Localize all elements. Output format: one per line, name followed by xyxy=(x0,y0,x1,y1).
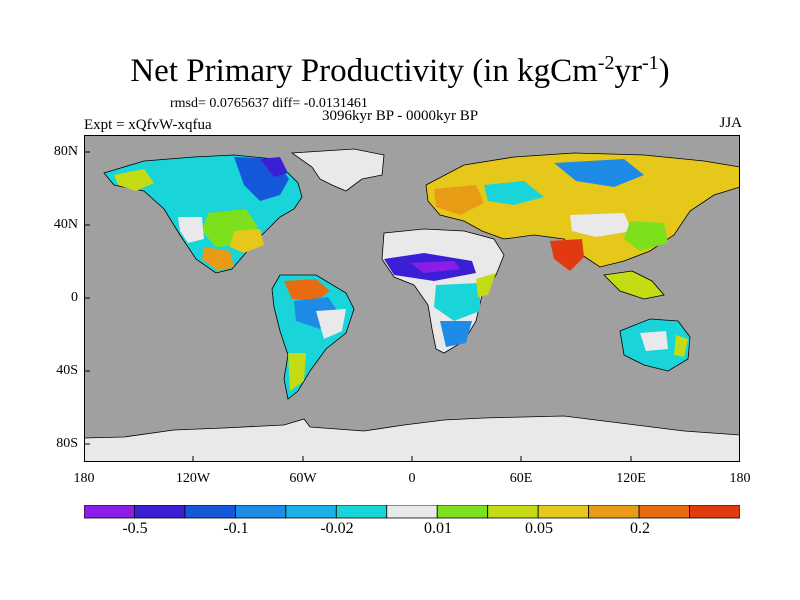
experiment-label: Expt = xQfvW-xqfua xyxy=(84,117,212,133)
lon-tick-60w: 60W xyxy=(289,471,317,486)
siberia-patch xyxy=(554,159,644,187)
central-asia-patch xyxy=(484,181,544,205)
tibet-patch xyxy=(570,213,632,237)
congo-patch xyxy=(434,283,480,321)
western-us-patch xyxy=(178,217,204,243)
colorbar-label: 0.05 xyxy=(525,520,553,537)
india-patch xyxy=(550,239,584,271)
lat-tick-40n: 40N xyxy=(53,217,78,232)
china-east-patch xyxy=(624,221,668,251)
lon-tick-120e: 120E xyxy=(616,471,646,486)
alaska-patch xyxy=(114,169,154,191)
amazon-north-patch xyxy=(284,279,330,301)
colorbar-label: -0.5 xyxy=(122,520,148,537)
europe-patch xyxy=(434,185,484,215)
colorbar-box xyxy=(487,505,539,519)
lat-tick-80n: 80N xyxy=(53,144,78,159)
colorbar-box xyxy=(436,505,489,519)
patagonia-patch xyxy=(288,353,306,391)
colorbar-box xyxy=(386,505,438,519)
colorbar-box xyxy=(234,505,287,519)
colorbar-label: 0.2 xyxy=(630,520,650,537)
colorbar-box xyxy=(134,505,186,519)
lon-tick-120w: 120W xyxy=(175,471,211,486)
colorbar-label: -0.02 xyxy=(320,520,354,537)
lat-tick-40s: 40S xyxy=(56,363,78,378)
southern-africa-patch xyxy=(440,321,472,347)
brazil-highlands-patch xyxy=(316,309,346,339)
colorbar-box xyxy=(285,505,337,519)
season-label: JJA xyxy=(719,115,742,131)
colorbar-label: 0.01 xyxy=(424,520,452,537)
lon-tick-180e: 180 xyxy=(729,471,751,486)
australia-east-patch xyxy=(674,335,688,357)
southeast-asia-islands xyxy=(603,270,665,300)
arctic-islands-patch xyxy=(260,157,288,177)
period-text: 3096kyr BP - 0000kyr BP xyxy=(322,108,479,124)
east-africa-patch xyxy=(476,273,496,297)
mexico-patch xyxy=(202,247,234,271)
sahel-core-patch xyxy=(410,261,460,273)
colorbar-box xyxy=(638,505,690,519)
colorbar-box xyxy=(588,505,640,519)
colorbar-box xyxy=(537,505,590,519)
colorbar xyxy=(84,505,740,519)
southeast-us-patch xyxy=(230,229,264,253)
lat-tick-0: 0 xyxy=(71,290,78,305)
stats-text: rmsd= 0.0765637 diff= -0.0131461 xyxy=(170,96,368,111)
australia-interior-patch xyxy=(640,331,668,351)
antarctica-ice xyxy=(84,415,740,462)
lon-tick-0: 0 xyxy=(408,471,416,486)
map-title: Net Primary Productivity (in kgCm-2yr-1) xyxy=(130,52,670,89)
colorbar-box xyxy=(84,505,135,519)
lon-tick-60e: 60E xyxy=(509,471,533,486)
colorbar-box xyxy=(184,505,236,519)
colorbar-box xyxy=(335,505,388,519)
greenland-ice xyxy=(290,148,385,192)
lon-tick-180w: 180 xyxy=(73,471,95,486)
colorbar-label: -0.1 xyxy=(223,520,249,537)
lat-tick-80s: 80S xyxy=(56,436,78,451)
map-frame xyxy=(84,135,740,462)
world-map xyxy=(84,135,740,462)
colorbar-box xyxy=(689,505,740,519)
